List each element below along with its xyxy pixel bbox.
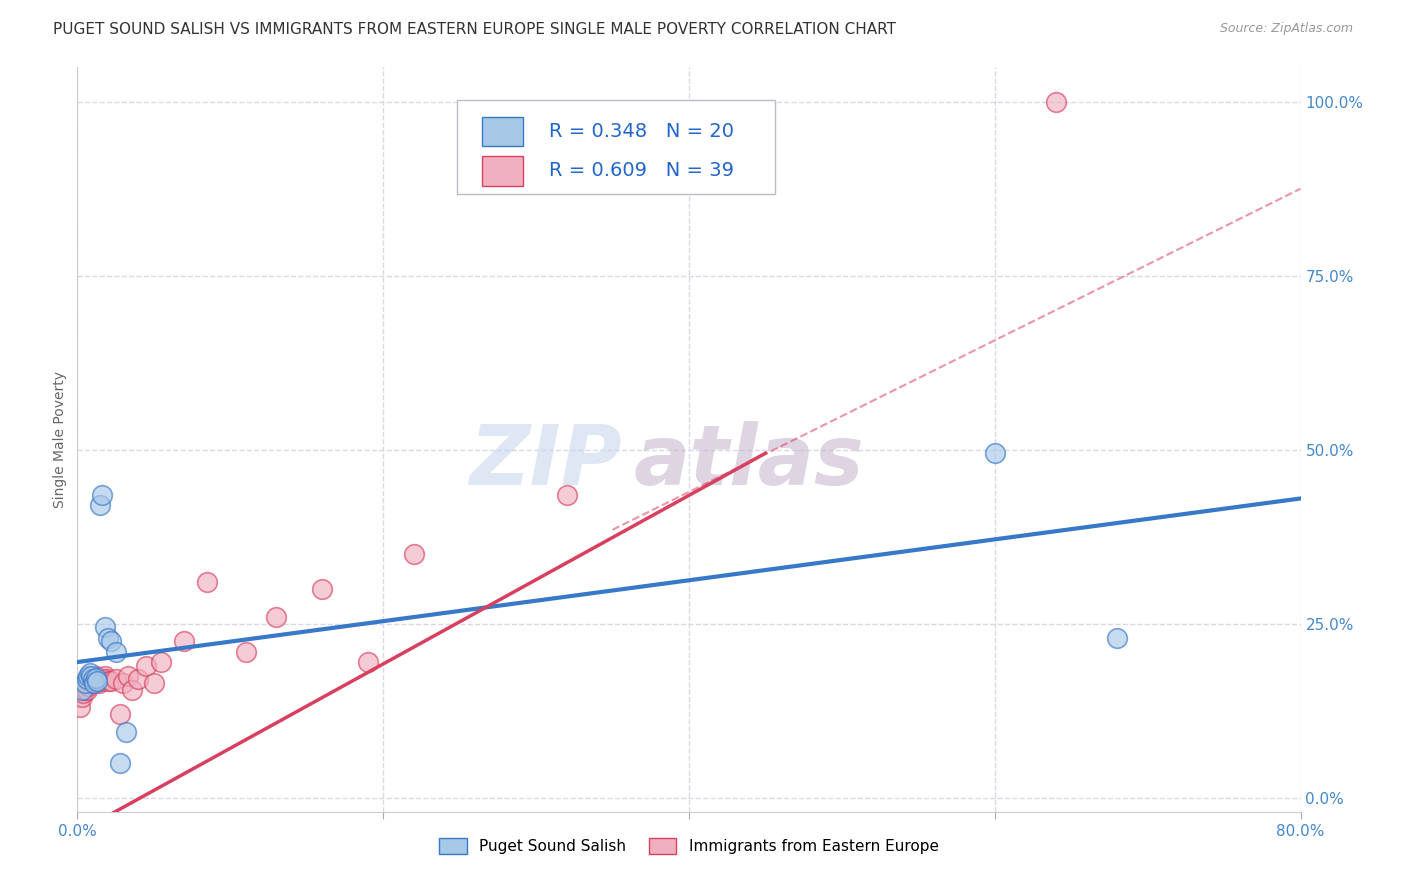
Text: Source: ZipAtlas.com: Source: ZipAtlas.com — [1219, 22, 1353, 36]
Legend: Puget Sound Salish, Immigrants from Eastern Europe: Puget Sound Salish, Immigrants from East… — [433, 831, 945, 860]
Point — [984, 446, 1007, 460]
Point — [1107, 631, 1129, 645]
Point — [173, 634, 195, 648]
Text: PUGET SOUND SALISH VS IMMIGRANTS FROM EASTERN EUROPE SINGLE MALE POVERTY CORRELA: PUGET SOUND SALISH VS IMMIGRANTS FROM EA… — [53, 22, 897, 37]
Point — [117, 669, 139, 683]
Point — [555, 488, 578, 502]
Text: atlas: atlas — [634, 421, 865, 502]
Bar — [482, 117, 523, 146]
Point — [80, 669, 103, 683]
Point — [77, 680, 100, 694]
Point — [96, 673, 118, 687]
Point — [82, 676, 104, 690]
Text: ZIP: ZIP — [470, 421, 621, 502]
Point — [127, 673, 149, 687]
Point — [80, 676, 103, 690]
Y-axis label: Single Male Poverty: Single Male Poverty — [53, 371, 67, 508]
Point — [69, 700, 91, 714]
Point — [77, 669, 100, 683]
Point — [97, 631, 120, 645]
Point — [72, 686, 94, 700]
Point — [97, 673, 120, 688]
Point — [82, 673, 104, 687]
Point — [84, 669, 107, 683]
Point — [76, 673, 98, 687]
Point — [135, 658, 157, 673]
Point — [84, 671, 107, 685]
Point — [86, 673, 108, 688]
Point — [94, 669, 117, 683]
Point — [112, 676, 135, 690]
Point — [73, 676, 96, 690]
Point — [100, 673, 122, 688]
Point — [402, 547, 425, 561]
Point — [87, 676, 110, 690]
Point — [83, 676, 105, 690]
Point — [108, 707, 131, 722]
Point — [86, 673, 108, 687]
Point — [94, 620, 117, 634]
Point — [73, 682, 96, 697]
Point — [115, 724, 138, 739]
Point — [195, 574, 218, 589]
Point — [104, 673, 127, 687]
Point — [76, 682, 98, 697]
Text: R = 0.609   N = 39: R = 0.609 N = 39 — [550, 161, 734, 180]
Point — [150, 655, 173, 669]
Point — [83, 673, 105, 687]
Point — [100, 634, 122, 648]
Text: R = 0.348   N = 20: R = 0.348 N = 20 — [550, 122, 734, 141]
Point — [108, 756, 131, 770]
Point — [104, 645, 127, 659]
Point — [79, 676, 101, 690]
Point — [70, 690, 93, 704]
Point — [121, 682, 143, 697]
Point — [142, 676, 165, 690]
Point — [357, 655, 380, 669]
Point — [264, 609, 287, 624]
Point — [91, 673, 114, 687]
Point — [70, 682, 93, 697]
Point — [1045, 95, 1067, 109]
FancyBboxPatch shape — [457, 101, 775, 194]
Point — [235, 645, 257, 659]
Point — [90, 488, 112, 502]
Point — [77, 676, 100, 690]
Point — [89, 673, 111, 688]
Point — [311, 582, 333, 596]
Point — [89, 499, 111, 513]
Point — [79, 665, 101, 680]
Point — [90, 673, 112, 687]
Bar — [482, 156, 523, 186]
